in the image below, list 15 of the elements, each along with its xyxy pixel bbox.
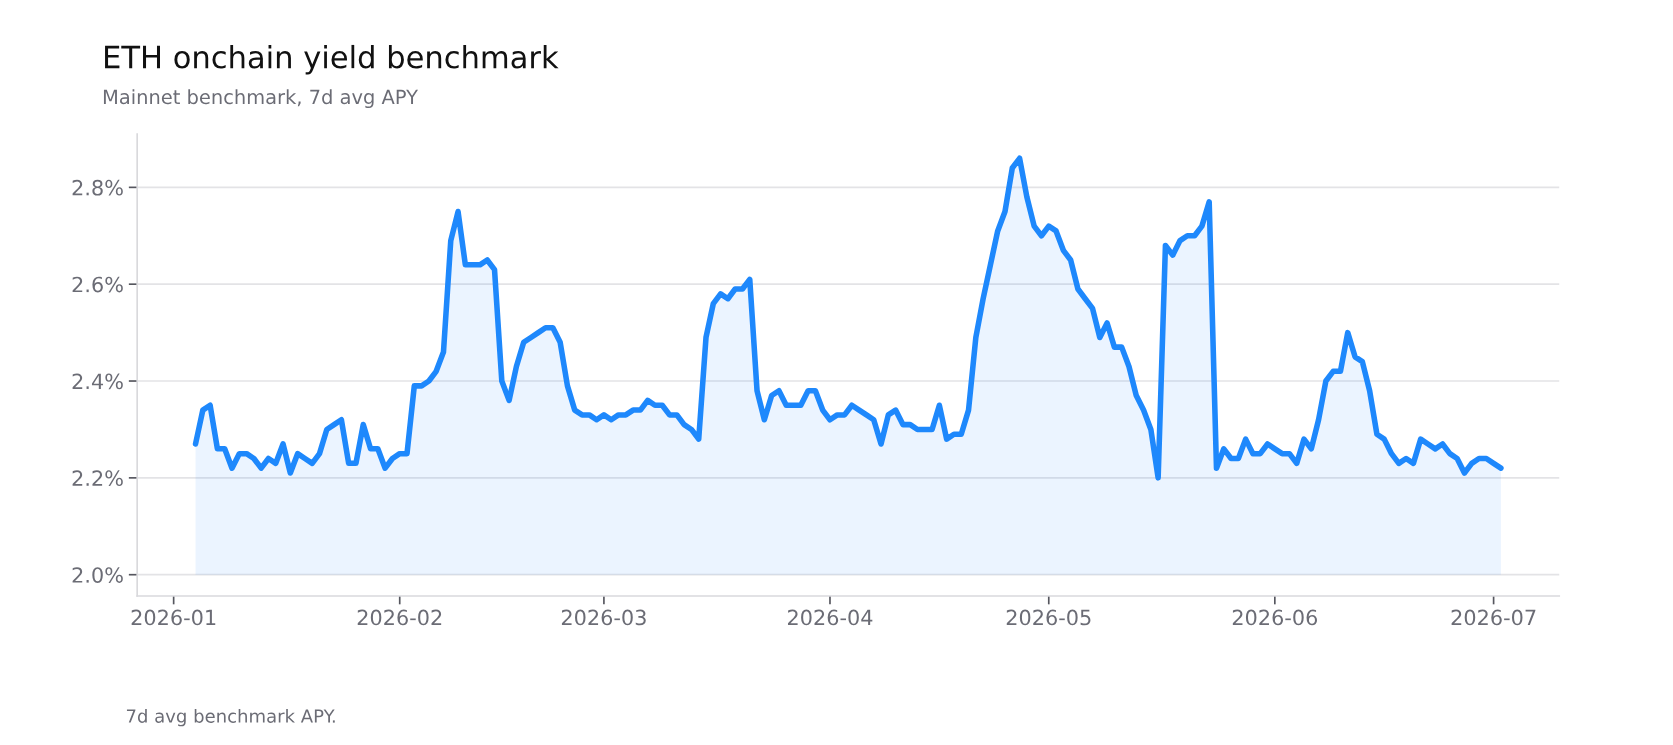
x-tick-label: 2026-04 <box>787 609 873 626</box>
y-tick-label: 2.4% <box>72 373 123 390</box>
y-tick-label: 2.2% <box>72 470 123 487</box>
x-tick-label: 2026-02 <box>357 609 442 626</box>
text: 7d avg benchmark APY. <box>126 708 335 727</box>
chart-subtitle: Mainnet benchmark, 7d avg APY <box>103 89 419 109</box>
y-tick-label: 2.8% <box>72 179 123 196</box>
x-tick-label: 2026-03 <box>561 609 646 626</box>
x-tick-label: 2026-01 <box>131 609 216 626</box>
chart-title: ETH onchain yield benchmark <box>105 44 559 75</box>
x-tick-label: 2026-06 <box>1232 609 1318 626</box>
y-tick-label: 2.0% <box>72 567 123 583</box>
y-tick-label: 2.6% <box>72 276 123 293</box>
x-tick-label: 2026-07 <box>1451 609 1536 626</box>
x-tick-label: 2026-05 <box>1006 609 1091 626</box>
